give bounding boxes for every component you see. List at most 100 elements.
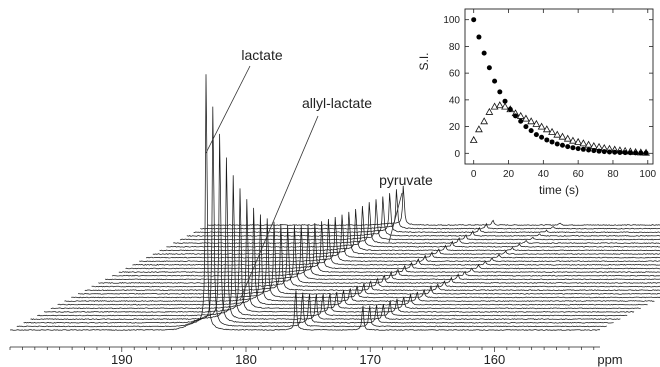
filled-circle-point	[606, 149, 612, 155]
spectrum-trace	[207, 185, 660, 226]
spectrum-trace	[37, 175, 628, 317]
inset-frame	[464, 8, 654, 165]
filled-circle-point	[481, 50, 487, 56]
spectrum-trace	[23, 133, 614, 324]
filled-circle-point	[601, 149, 607, 155]
spectrum-trace	[44, 188, 635, 313]
filled-circle-point	[612, 149, 618, 155]
open-triangle-point	[475, 125, 483, 133]
open-triangle-point	[480, 117, 489, 125]
spectrum-trace	[193, 193, 660, 234]
spectrum-trace	[105, 225, 660, 281]
filled-circle-point	[570, 145, 576, 151]
spectrum-trace	[125, 221, 660, 270]
open-triangle-point	[584, 140, 593, 148]
open-triangle-point	[548, 127, 556, 135]
open-triangle-point	[469, 135, 478, 143]
inset-x-axis-label: time (s)	[539, 183, 579, 197]
filled-circle-point	[476, 34, 482, 40]
spectrum-trace	[98, 225, 660, 284]
filled-circle-point	[565, 144, 571, 150]
filled-circle-point	[502, 98, 508, 104]
spectrum-trace	[9, 74, 601, 331]
inset-x-tick-label: 100	[639, 169, 656, 180]
inset-x-tick-label: 60	[573, 169, 585, 180]
annotation-pyruvate-leader	[388, 192, 403, 243]
filled-circle-point	[518, 118, 524, 124]
open-triangle-point	[516, 111, 525, 119]
filled-circle-point	[528, 128, 534, 134]
spectrum-trace	[71, 218, 660, 299]
inset-y-tick-label: 60	[449, 69, 461, 80]
inset-kinetics-plot: 0 20 40 60 80 100 0 20 40 60 80 100 time (s) S.I.	[417, 8, 657, 197]
open-triangle-point	[527, 117, 536, 125]
annotation-lactate-leader	[205, 65, 251, 154]
filled-circle-point	[622, 150, 628, 156]
inset-y-tick-label: 80	[449, 42, 461, 53]
filled-circle-point	[533, 132, 539, 138]
filled-circle-point	[591, 148, 597, 154]
open-triangle-point	[537, 122, 546, 130]
annotation-lactate: lactate	[241, 47, 282, 63]
open-triangle-point	[532, 119, 541, 127]
ppm-tick-label: 160	[484, 352, 506, 367]
filled-circle-point	[512, 113, 518, 119]
ppm-tick-label: 180	[235, 352, 257, 367]
spectrum-trace	[179, 199, 660, 241]
filled-circle-point	[549, 139, 555, 145]
annotation-allyl-lactate-leader	[239, 115, 319, 301]
open-triangle-point	[542, 125, 551, 133]
spectrum-trace	[30, 157, 621, 320]
filled-circle-point	[486, 65, 492, 71]
spectrum-trace	[132, 218, 660, 266]
filled-circle-point	[596, 148, 602, 154]
spectrum-trace	[200, 189, 660, 230]
spectrum-trace	[173, 202, 660, 244]
spectrum-trace	[57, 207, 648, 306]
spectra-traces	[9, 74, 660, 331]
spectrum-trace	[159, 208, 660, 252]
inset-x-tick-label: 20	[503, 169, 515, 180]
open-triangle-point	[522, 114, 530, 122]
filled-circle-point	[497, 89, 503, 95]
open-triangle-point	[589, 141, 598, 149]
spectrum-trace	[139, 216, 660, 263]
filled-circle-point	[580, 146, 586, 152]
ppm-axis: 190 180 170 160 ppm	[9, 346, 623, 367]
ppm-axis-label: ppm	[597, 352, 622, 367]
filled-circle-point	[539, 134, 545, 140]
inset-x-tick-label: 0	[471, 169, 477, 180]
inset-points	[469, 17, 650, 156]
inset-y-tick-label: 0	[454, 149, 460, 160]
spectrum-trace	[91, 225, 660, 288]
inset-y-axis-label: S.I.	[417, 52, 431, 70]
filled-circle-point	[507, 106, 513, 112]
filled-circle-point	[492, 78, 498, 84]
spectrum-trace	[186, 196, 660, 237]
filled-circle-point	[523, 124, 529, 130]
filled-circle-point	[617, 150, 623, 156]
open-triangle-point	[558, 132, 567, 140]
inset-y-tick-label: 40	[449, 95, 461, 106]
filled-circle-point	[627, 150, 633, 156]
open-triangle-point	[553, 130, 562, 138]
open-triangle-point	[495, 101, 504, 109]
filled-circle-point	[554, 141, 560, 147]
filled-circle-point	[575, 146, 581, 152]
open-triangle-point	[490, 102, 499, 110]
spectrum-trace	[152, 211, 660, 255]
inset-y-tick-label: 100	[443, 15, 460, 26]
spectrum-trace	[146, 214, 660, 259]
filled-circle-point	[638, 150, 644, 156]
annotation-pyruvate: pyruvate	[379, 172, 433, 188]
spectrum-trace	[118, 222, 660, 273]
peak-annotations: lactate allyl-lactate pyruvate	[205, 47, 433, 301]
open-triangle-point	[595, 142, 603, 150]
annotation-allyl-lactate: allyl-lactate	[302, 95, 372, 111]
ppm-tick-label: 170	[359, 352, 381, 367]
inset-axes: 0 20 40 60 80 100 0 20 40 60 80 100 time (s) S.I.	[417, 8, 657, 197]
filled-circle-point	[559, 142, 565, 148]
open-triangle-point	[501, 102, 509, 110]
open-triangle-point	[563, 134, 572, 142]
